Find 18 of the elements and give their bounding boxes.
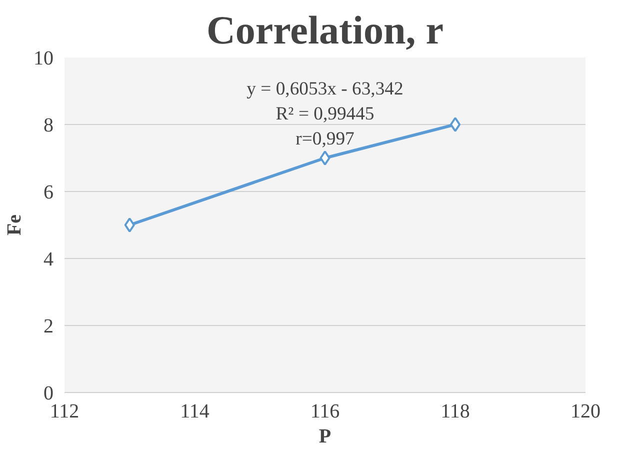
x-tick-label: 114 bbox=[180, 400, 210, 422]
chart-title: Correlation, r bbox=[206, 8, 444, 52]
x-tick-label: 120 bbox=[570, 400, 600, 422]
y-axis-title: Fe bbox=[4, 214, 26, 236]
y-tick-label: 6 bbox=[44, 182, 54, 204]
point bbox=[124, 218, 135, 232]
x-tick-label: 118 bbox=[440, 400, 470, 422]
y-tick-label: 8 bbox=[44, 114, 54, 136]
point bbox=[320, 150, 330, 166]
annotation: R² = 0,99445 bbox=[276, 104, 374, 124]
y-tick-label: 4 bbox=[44, 248, 54, 270]
annotation: r=0,997 bbox=[296, 128, 354, 150]
x-axis-title: P bbox=[318, 426, 332, 448]
annotation: y = 0,6053x - 63,342 bbox=[246, 78, 404, 100]
x-tick-label: 116 bbox=[310, 400, 340, 422]
y-tick-label: 10 bbox=[34, 48, 54, 70]
y-tick-label: 2 bbox=[44, 316, 54, 338]
point bbox=[450, 117, 461, 132]
